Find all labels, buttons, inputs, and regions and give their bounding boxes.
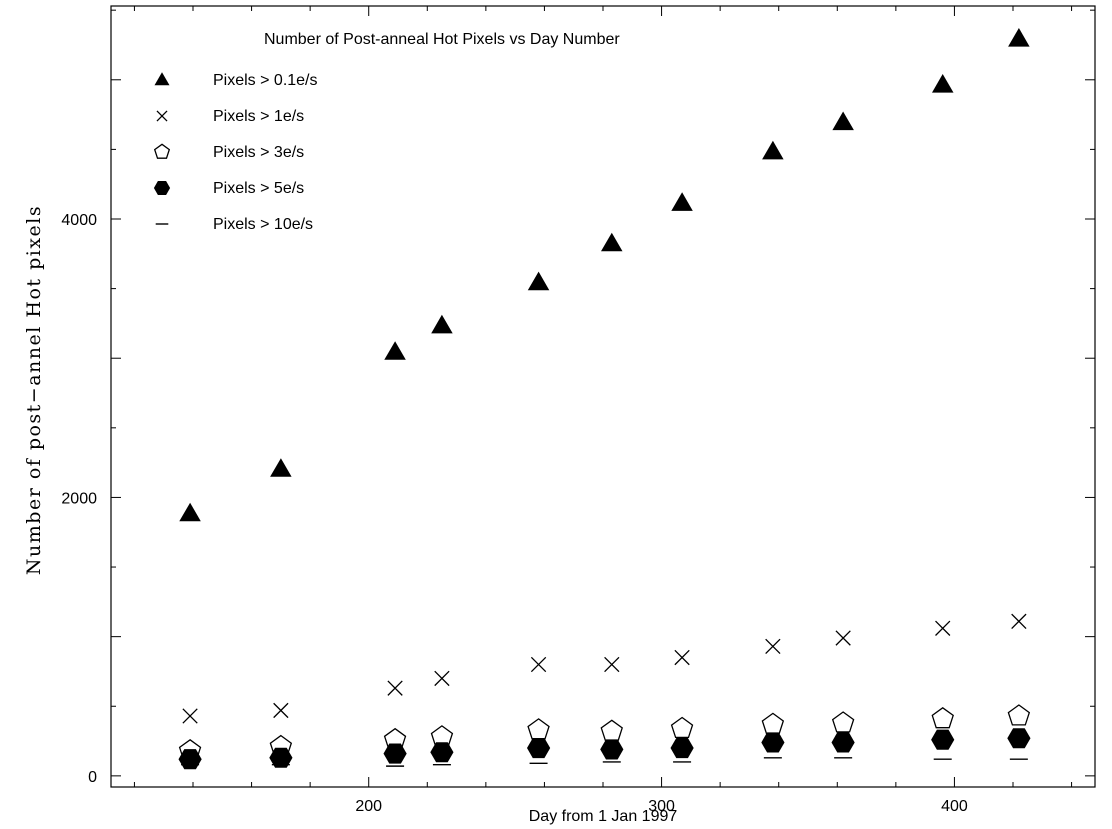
data-point [1011, 613, 1027, 629]
x-tick-label: 300 [648, 798, 675, 815]
data-point [931, 706, 954, 729]
y-tick-label: 0 [88, 769, 97, 786]
data-point [383, 743, 407, 764]
data-point [434, 670, 450, 687]
series-5 [181, 757, 1028, 767]
y-axis-title: Number of post−annel Hot pixels [23, 205, 45, 575]
legend-entry: Pixels > 1e/s [156, 108, 304, 125]
data-point [431, 314, 453, 334]
legend-label: Pixels > 1e/s [213, 108, 304, 125]
y-tick-label: 2000 [61, 490, 97, 507]
data-point [831, 732, 855, 753]
x-tick-label: 400 [941, 798, 968, 815]
data-point [178, 749, 202, 770]
axis-ticks [111, 6, 1095, 787]
data-point [600, 739, 624, 760]
legend-label: Pixels > 3e/s [213, 144, 304, 161]
data-point [761, 712, 785, 734]
data-point [273, 702, 289, 719]
data-point [601, 232, 623, 252]
data-points [178, 28, 1031, 770]
data-point [530, 656, 547, 673]
data-point [931, 729, 955, 750]
data-point [832, 111, 854, 131]
data-point [831, 711, 855, 733]
x-tick-label: 200 [355, 798, 382, 815]
legend-entry: Pixels > 5e/s [153, 180, 304, 197]
series-2 [182, 613, 1027, 724]
data-point [761, 732, 785, 753]
series-1 [179, 28, 1030, 522]
data-point [1007, 728, 1031, 749]
legend-marker [153, 143, 171, 159]
legend-marker [156, 110, 168, 122]
series-4 [178, 728, 1031, 770]
legend-label: Pixels > 0.1e/s [213, 72, 318, 89]
data-point [670, 716, 694, 739]
data-point [430, 742, 454, 763]
data-point [670, 738, 694, 759]
data-point [1008, 28, 1030, 47]
data-point [270, 458, 292, 477]
data-point [1007, 704, 1031, 726]
x-axis-title: Day from 1 Jan 1997 [529, 808, 678, 825]
legend-entry: Pixels > 10e/s [155, 216, 313, 233]
data-point [269, 747, 293, 768]
legend-marker [154, 72, 170, 86]
data-point [384, 341, 406, 360]
legend: Pixels > 0.1e/s Pixels > 1e/s Pixels > 3e/… [153, 72, 318, 233]
data-point [600, 719, 623, 741]
legend-entry: Pixels > 3e/s [153, 143, 304, 161]
data-point [527, 271, 550, 291]
data-point [182, 708, 198, 724]
data-point [932, 74, 954, 93]
series-3 [178, 704, 1031, 761]
data-point [179, 502, 201, 522]
data-point [671, 192, 693, 211]
y-tick-label: 4000 [61, 212, 97, 229]
legend-label: Pixels > 5e/s [213, 180, 304, 197]
legend-entry: Pixels > 0.1e/s [154, 72, 318, 89]
chart-title: Number of Post-anneal Hot Pixels vs Day … [264, 31, 620, 48]
data-point [835, 630, 851, 646]
data-point [527, 718, 550, 740]
legend-marker [153, 181, 171, 195]
data-point [674, 649, 690, 666]
data-point [527, 738, 551, 759]
data-point [935, 620, 951, 636]
data-point [762, 140, 784, 160]
data-point [387, 680, 403, 696]
data-point [765, 638, 781, 655]
data-point [604, 656, 620, 673]
legend-label: Pixels > 10e/s [213, 216, 313, 233]
